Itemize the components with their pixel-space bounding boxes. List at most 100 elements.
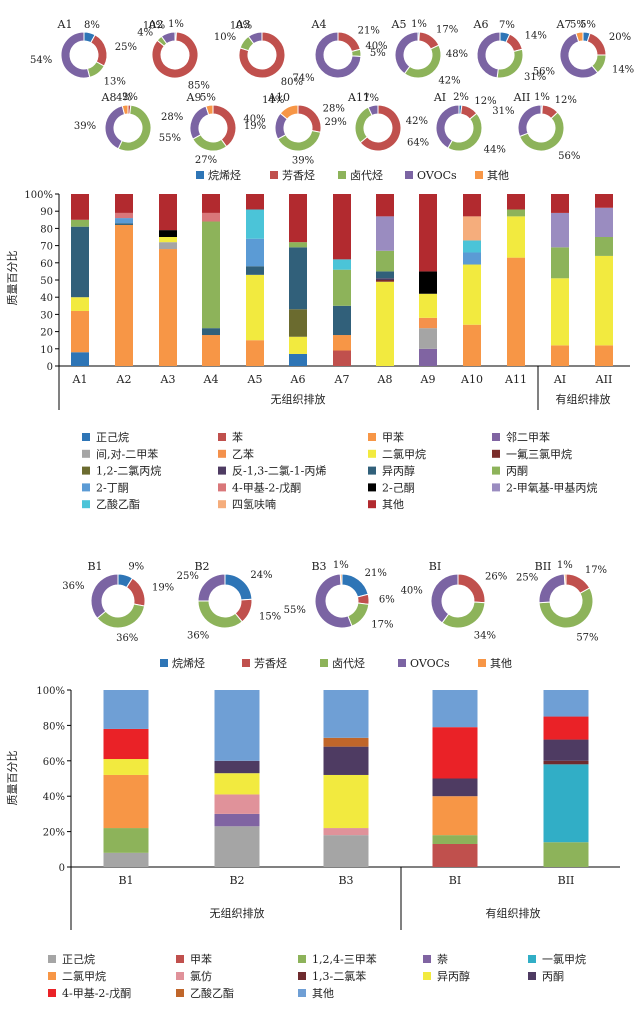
donut-slice [518, 111, 565, 152]
donut-pct-label: 28% [161, 112, 183, 123]
donut-title: A9 [186, 91, 202, 104]
donut-slice [505, 33, 523, 53]
bar-segment [376, 250, 394, 272]
bar-segment [419, 271, 437, 294]
donut-pct-label: 57% [576, 633, 598, 644]
legend-label: 正己烷 [96, 430, 129, 444]
legend-label: 4-甲基-2-戊酮 [232, 481, 301, 494]
donut-title: BI [429, 560, 441, 573]
legend-label: 丙酮 [506, 465, 528, 478]
legend-label: 甲苯 [382, 430, 404, 444]
bar-segment [595, 207, 613, 237]
x-tick-label: A8 [377, 373, 393, 386]
donut-slice [151, 31, 199, 79]
donut-pct-label: 25% [177, 571, 199, 582]
y-axis-label: 质量百分比 [6, 251, 19, 306]
bar-segment [202, 212, 220, 222]
legend-label: 乙苯 [232, 447, 254, 461]
bar-segment [214, 794, 260, 814]
x-tick-label: A1 [72, 373, 88, 386]
group-label: 有组织排放 [556, 392, 611, 406]
donut-pct-label: 55% [284, 605, 306, 616]
donut-pct-label: 14% [262, 95, 284, 106]
x-tick-label: B1 [118, 874, 133, 887]
bar-segment [323, 774, 369, 829]
donut-slice [279, 104, 299, 120]
legend-label: 芳香烃 [254, 656, 287, 670]
bar-segment [507, 194, 525, 210]
legend-swatch [242, 659, 250, 667]
bar-segment [103, 728, 149, 760]
donut-B1: B1 9% 19% 36% 36% [62, 560, 174, 644]
donut-pct-label: 80% [281, 77, 303, 88]
donut-slice [238, 31, 286, 79]
legend-label: 1,3-二氯苯 [312, 969, 366, 983]
legend-swatch [478, 659, 486, 667]
legend-swatch [423, 955, 431, 963]
donut-pct-label: 13% [104, 76, 126, 87]
donut-title: A6 [473, 18, 489, 31]
y-tick-label: 20% [43, 828, 65, 839]
group-label: 无组织排放 [271, 392, 326, 406]
bar-segment [507, 216, 525, 258]
stacked-bar-chart-b: 0 20% 40% 60% 80% 100% 质量百分比 B1 B2 B3 BI BII 无组织排放 有组… [6, 686, 620, 930]
legend-swatch [82, 433, 90, 441]
legend-swatch [338, 171, 346, 179]
donut-pct-label: 55% [159, 133, 181, 144]
donut-A7: A7 5%20%14%56%5% [533, 18, 634, 79]
legend-swatch [196, 171, 204, 179]
legend-label: 四氢呋喃 [232, 497, 276, 511]
bar-segment [507, 209, 525, 217]
bar-segment [463, 240, 481, 253]
y-tick-label: 90 [40, 207, 53, 218]
legend-label: 氯仿 [190, 969, 212, 983]
bar-segment [115, 218, 133, 224]
donut-pct-label: 8% [84, 20, 100, 31]
legend-swatch [368, 466, 376, 475]
legend-label: 异丙醇 [437, 969, 470, 983]
donut-pct-label: 7% [363, 93, 379, 104]
legend-label: 间,对-二甲苯 [96, 447, 158, 461]
bar-segment [202, 194, 220, 213]
donut-pct-label: 7% [499, 20, 515, 31]
bar-segment [289, 309, 307, 337]
donut-pct-label: 19% [244, 121, 266, 132]
bar-segment [246, 340, 264, 366]
bar-segment [551, 212, 569, 248]
donut-slice [96, 603, 146, 629]
bar-segment [432, 796, 478, 836]
legend-swatch [82, 466, 90, 475]
donut-pct-label: 44% [484, 144, 506, 155]
legend-swatch [528, 955, 536, 963]
bar-segment [214, 826, 260, 867]
donut-pct-label: 48% [446, 49, 468, 60]
bar-segment [202, 335, 220, 366]
donut-slice [197, 573, 226, 602]
bar-segment [103, 828, 149, 853]
legend-label: 二氯甲烷 [62, 969, 106, 983]
donut-pct-label: 10% [143, 21, 165, 32]
donut-pct-label: 1% [333, 560, 349, 571]
donut-pct-label: 17% [436, 25, 458, 36]
x-tick-label: A7 [334, 373, 350, 386]
bar-segment [419, 317, 437, 329]
donut-A1: A1 8% 25% 13% 54% [30, 18, 137, 87]
y-tick-label: 0 [59, 863, 65, 874]
donut-pct-label: 36% [116, 633, 138, 644]
donut-pct-label: 21% [365, 568, 387, 579]
donut-pct-label: 36% [62, 581, 84, 592]
y-tick-label: 100% [36, 686, 65, 697]
donut-title: B1 [87, 560, 102, 573]
legend-label: 2-己酮 [382, 481, 415, 494]
bar-segment [376, 281, 394, 366]
donut-slice [314, 31, 362, 79]
donut-pct-label: 20% [609, 32, 631, 43]
legend-label: 反-1,3-二氯-1-丙烯 [232, 464, 326, 478]
bar-segment [376, 280, 394, 282]
donut-pct-label: 14% [525, 31, 547, 42]
donut-slice [441, 601, 486, 629]
donut-slice [538, 587, 594, 629]
y-tick-label: 20 [40, 328, 53, 339]
donut-slice [197, 600, 243, 629]
